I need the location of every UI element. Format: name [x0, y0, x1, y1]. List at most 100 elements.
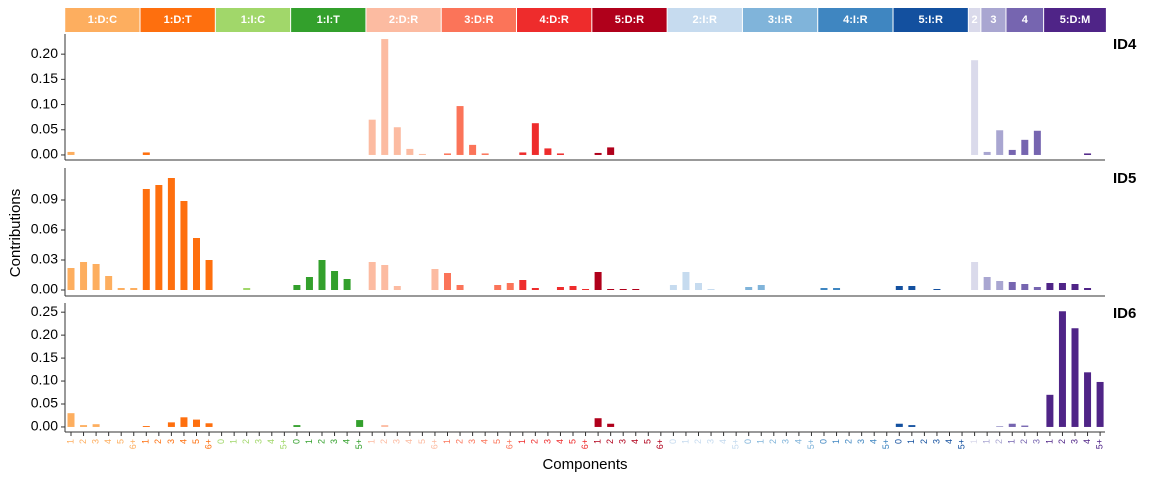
x-tick-label: 2	[78, 439, 88, 444]
bar	[895, 286, 903, 290]
bar	[820, 288, 828, 290]
bar	[92, 264, 100, 290]
y-tick-label: 0.25	[31, 303, 58, 319]
bar	[695, 283, 702, 290]
bar	[243, 288, 251, 290]
bar	[67, 413, 75, 427]
strip	[140, 8, 215, 32]
x-tick-label: 2	[1019, 439, 1029, 444]
y-axis-title: Contributions	[7, 189, 24, 277]
x-tick-label: 2	[530, 439, 540, 444]
bar	[607, 289, 615, 290]
bar	[1084, 153, 1092, 155]
bar	[343, 279, 351, 290]
bar	[469, 144, 477, 155]
bar	[305, 277, 313, 290]
x-tick-label: 5	[492, 439, 502, 444]
x-tick-label: 0	[743, 439, 753, 444]
x-tick-label: 3	[467, 439, 477, 444]
x-tick-label: 6+	[655, 439, 665, 449]
bar	[519, 280, 527, 290]
bar	[381, 425, 389, 427]
x-tick-label: 1	[1044, 439, 1054, 444]
x-tick-label: 3	[1069, 439, 1079, 444]
x-tick-label: 1	[229, 439, 239, 444]
bar	[757, 285, 765, 290]
y-tick-label: 0.05	[31, 395, 58, 411]
bar	[1008, 149, 1016, 155]
bar	[569, 286, 577, 290]
x-tick-label: 4	[178, 439, 188, 444]
x-tick-label: 0	[818, 439, 828, 444]
bar	[130, 288, 138, 290]
x-axis-title: Components	[542, 456, 627, 473]
x-tick-label: 0	[291, 439, 301, 444]
x-tick-label: 2	[768, 439, 778, 444]
bar	[983, 277, 991, 290]
x-tick-label: 5	[191, 439, 201, 444]
x-tick-label: 2	[379, 439, 389, 444]
bar	[67, 151, 75, 155]
strip	[215, 8, 291, 32]
bar	[531, 288, 539, 290]
panel-label: ID6	[1113, 305, 1136, 322]
x-tick-label: 5+	[354, 439, 364, 449]
x-tick-label: 3	[781, 439, 791, 444]
bar	[80, 425, 88, 427]
bar	[707, 289, 715, 290]
x-tick-label: 5+	[731, 439, 741, 449]
bar	[971, 60, 979, 155]
x-tick-label: 6+	[128, 439, 138, 449]
bar	[1058, 283, 1066, 290]
x-tick-label: 1	[1007, 439, 1017, 444]
x-tick-label: 2	[241, 439, 251, 444]
bar	[996, 130, 1004, 155]
bar	[933, 289, 941, 290]
y-tick-label: 0.06	[31, 221, 58, 237]
x-tick-label: 2	[605, 439, 615, 444]
bar	[105, 276, 113, 290]
x-tick-label: 3	[931, 439, 941, 444]
bar	[594, 152, 602, 155]
bar	[556, 287, 564, 290]
x-tick-label: 1	[442, 439, 452, 444]
bar	[406, 148, 414, 155]
bar	[544, 148, 552, 155]
strip	[366, 8, 441, 32]
x-tick-label: 4	[404, 439, 414, 444]
bar	[833, 288, 841, 290]
bar	[908, 286, 916, 290]
x-tick-label: 1	[304, 439, 314, 444]
x-tick-label: 3	[392, 439, 402, 444]
bar	[607, 423, 615, 427]
strip-label: 5:I:R	[918, 14, 943, 26]
strip	[893, 8, 968, 32]
bar	[506, 283, 514, 290]
bar	[632, 289, 640, 290]
bar	[381, 39, 389, 155]
strip-label: 1:I:C	[241, 14, 266, 26]
strip	[291, 8, 366, 32]
x-tick-label: 3	[618, 439, 628, 444]
bar	[996, 281, 1004, 290]
x-tick-label: 4	[944, 439, 954, 444]
y-tick-label: 0.20	[31, 326, 58, 342]
x-tick-label: 5	[567, 439, 577, 444]
bar	[582, 289, 590, 290]
bar	[92, 424, 100, 427]
x-tick-label: 6+	[429, 439, 439, 449]
strip-label: 2	[972, 14, 978, 26]
bar	[494, 285, 502, 290]
bar	[142, 426, 150, 427]
x-tick-label: 1	[982, 439, 992, 444]
bar	[1046, 394, 1054, 427]
x-tick-label: 2	[454, 439, 464, 444]
x-tick-label: 6+	[203, 439, 213, 449]
y-tick-label: 0.00	[31, 281, 58, 297]
strip	[1044, 8, 1106, 32]
bar	[1071, 328, 1079, 427]
x-tick-label: 0	[668, 439, 678, 444]
bar	[481, 153, 489, 155]
bar	[531, 123, 539, 155]
bar	[393, 127, 401, 155]
